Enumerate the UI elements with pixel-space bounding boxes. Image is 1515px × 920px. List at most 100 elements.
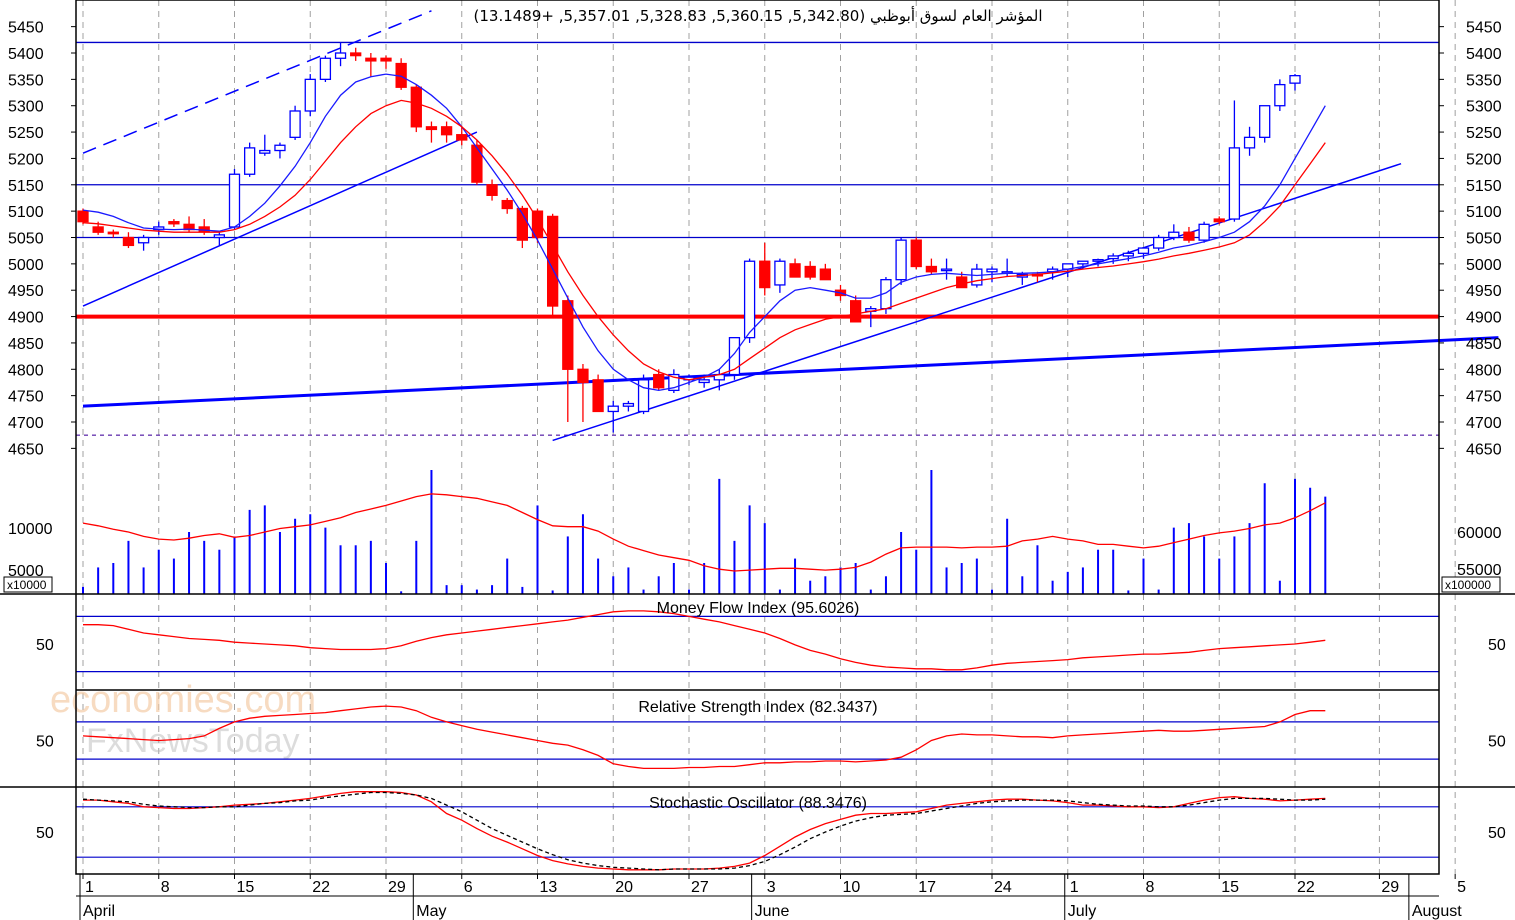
- candle-body-12: [259, 149, 271, 154]
- candle-body-8: [198, 226, 210, 232]
- volume-scale-label-left: x10000: [7, 578, 47, 592]
- candle-body-44: [743, 260, 756, 339]
- y-tick-left-5350: 5350: [8, 72, 44, 89]
- candle-body-56: [925, 265, 938, 273]
- x-tick-1: 8: [161, 879, 170, 896]
- trend-lines: [82, 10, 1499, 442]
- vol-tick-left-5000: 5000: [8, 563, 44, 580]
- x-axis: 1 8 15 22 29 6 13 20 27 3 10 17 24 1 8 15 22 29 5 April May J…: [76, 874, 1466, 920]
- candle-body-78: [1259, 105, 1271, 138]
- x-tick-5: 6: [464, 879, 473, 896]
- candle-body-28: [501, 199, 513, 210]
- candle-body-14: [289, 110, 301, 138]
- indicator-lines: [76, 610, 1439, 871]
- candle-body-69: [1122, 252, 1134, 257]
- ind-tick-right-0: 50: [1488, 637, 1506, 654]
- candle-body-54: [895, 239, 907, 281]
- volume-ma-line: [82, 493, 1326, 572]
- candle-body-68: [1107, 255, 1119, 260]
- candle-body-49: [819, 268, 831, 281]
- candle-body-18: [350, 52, 362, 57]
- x-tick-3: 22: [312, 879, 330, 896]
- candle-body-47: [789, 263, 801, 278]
- chart-title: المؤشر العام لسوق أبوظبي (5,342.80, 5,36…: [474, 6, 1043, 26]
- candle-body-3: [122, 236, 135, 247]
- candle-body-35: [607, 405, 619, 413]
- x-tick-6: 13: [540, 879, 558, 896]
- month-label-july: July: [1068, 903, 1096, 920]
- month-label-june: June: [755, 903, 790, 920]
- x-tick-0: 1: [85, 879, 94, 896]
- candle-body-24: [440, 126, 453, 136]
- y-tick-left-5200: 5200: [8, 151, 44, 168]
- volume-scale-box-left: [3, 576, 53, 593]
- candle-body-9: [213, 234, 226, 239]
- y-tick-right-4700: 4700: [1466, 415, 1502, 432]
- candle-body-41: [698, 379, 710, 384]
- candle-body-46: [774, 260, 786, 286]
- candle-body-16: [319, 57, 332, 81]
- y-tick-right-5450: 5450: [1466, 20, 1502, 37]
- vol-tick-right-60000: 60000: [1457, 525, 1502, 542]
- y-tick-right-5250: 5250: [1466, 125, 1502, 142]
- y-tick-left-5150: 5150: [8, 178, 44, 195]
- candle-body-10: [228, 173, 241, 228]
- y-tick-left-5000: 5000: [8, 257, 44, 274]
- y-tick-left-4750: 4750: [8, 389, 44, 406]
- x-tick-9: 3: [767, 879, 776, 896]
- panel-frames: [0, 0, 1515, 875]
- rsi-line-0: [82, 705, 1326, 770]
- candle-body-29: [516, 207, 528, 241]
- y-tick-left-4850: 4850: [8, 336, 44, 353]
- x-tick-8: 27: [691, 879, 709, 896]
- x-tick-18: 5: [1457, 879, 1466, 896]
- trend-line-3: [552, 162, 1402, 442]
- x-tick-12: 24: [994, 879, 1012, 896]
- y-tick-left-4700: 4700: [8, 415, 44, 432]
- x-tick-4: 29: [388, 879, 406, 896]
- candle-body-19: [365, 57, 377, 62]
- y-tick-right-4850: 4850: [1466, 336, 1502, 353]
- volume-scale-box-right: [1441, 576, 1501, 593]
- x-tick-7: 20: [615, 879, 633, 896]
- candle-body-22: [410, 86, 422, 128]
- stoch-title: Stochastic Oscillator (88.3476): [649, 795, 867, 812]
- candle-body-48: [804, 265, 816, 278]
- candle-body-57: [940, 268, 953, 272]
- candle-body-6: [168, 221, 180, 225]
- y-tick-right-4950: 4950: [1466, 283, 1502, 300]
- moving-averages: [82, 73, 1326, 392]
- candle-body-76: [1228, 147, 1241, 220]
- candle-body-23: [425, 126, 438, 131]
- y-tick-left-5300: 5300: [8, 99, 44, 116]
- y-tick-right-5200: 5200: [1466, 151, 1502, 168]
- rsi-title: Relative Strength Index (82.3437): [638, 699, 877, 716]
- vol-tick-right-55000: 55000: [1457, 562, 1502, 579]
- stoch-line-0: [83, 791, 1326, 871]
- candle-body-13: [274, 144, 286, 152]
- candle-body-11: [243, 147, 256, 175]
- y-axis-labels: 4650 4650 4700 4700 4750 4750 4800 4800 4850 4850…: [8, 20, 1506, 842]
- mfi-title: Money Flow Index (95.6026): [657, 600, 860, 617]
- candle-body-26: [471, 144, 483, 183]
- candle-body-74: [1198, 223, 1210, 241]
- volume-bars: [82, 470, 1327, 594]
- y-tick-left-5050: 5050: [8, 231, 44, 248]
- y-tick-right-5300: 5300: [1466, 99, 1502, 116]
- mfi-line-0: [83, 610, 1326, 671]
- candle-body-1: [92, 226, 104, 233]
- month-label-may: May: [416, 903, 446, 920]
- y-tick-right-5350: 5350: [1466, 72, 1502, 89]
- y-tick-right-4800: 4800: [1466, 362, 1502, 379]
- candle-body-45: [759, 260, 771, 289]
- ind-tick-left-0: 50: [36, 637, 54, 654]
- candle-body-27: [486, 184, 498, 196]
- y-tick-right-4650: 4650: [1466, 441, 1502, 458]
- ma-line-1: [82, 99, 1326, 381]
- x-tick-15: 15: [1221, 879, 1239, 896]
- candle-body-25: [456, 134, 468, 141]
- x-tick-13: 1: [1070, 879, 1079, 896]
- x-tick-14: 8: [1146, 879, 1155, 896]
- y-tick-left-5100: 5100: [8, 204, 44, 221]
- candle-body-32: [562, 300, 574, 370]
